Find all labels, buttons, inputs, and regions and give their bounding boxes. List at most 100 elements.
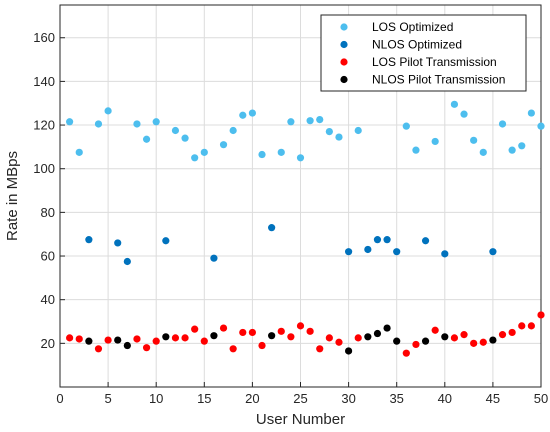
data-point <box>345 347 353 355</box>
x-tick-label: 10 <box>149 391 163 406</box>
series-3 <box>66 311 545 357</box>
data-point <box>489 336 497 344</box>
data-point <box>402 349 410 357</box>
data-point <box>383 236 391 244</box>
data-point <box>142 135 151 143</box>
legend-label: NLOS Pilot Transmission <box>372 73 505 87</box>
data-point <box>527 109 535 117</box>
data-point <box>94 345 103 353</box>
data-point <box>75 335 83 343</box>
y-tick-label: 20 <box>41 336 55 351</box>
data-point <box>335 338 343 346</box>
data-point <box>239 328 247 337</box>
data-point <box>498 120 507 128</box>
data-point <box>508 146 516 154</box>
data-point <box>364 333 372 341</box>
data-point <box>498 331 507 339</box>
y-tick-label: 160 <box>33 30 55 45</box>
data-point <box>412 340 420 349</box>
y-tick-label: 80 <box>41 205 55 220</box>
data-point <box>421 337 430 345</box>
data-point <box>460 110 468 118</box>
data-point <box>508 328 516 337</box>
data-point <box>239 111 247 119</box>
data-point <box>229 345 237 353</box>
x-tick-label: 50 <box>534 391 548 406</box>
data-point <box>114 336 122 344</box>
data-point <box>210 332 218 340</box>
legend-marker <box>340 40 348 49</box>
data-point <box>441 250 449 258</box>
data-point <box>181 134 189 142</box>
legend-marker <box>340 58 348 66</box>
data-point <box>219 324 228 332</box>
data-point <box>345 248 353 256</box>
data-point <box>316 345 324 353</box>
data-point <box>171 334 180 342</box>
data-point <box>354 334 362 342</box>
data-point <box>200 337 208 345</box>
y-tick-label: 120 <box>33 118 55 133</box>
axis-ticks: 0 5 10 15 20 25 30 35 40 45 50 20 40 60 80 100 120 140 160 <box>33 30 548 406</box>
data-point <box>104 107 112 115</box>
data-point <box>277 148 285 156</box>
data-point <box>537 122 545 130</box>
x-tick-label: 30 <box>341 391 355 406</box>
legend-marker <box>340 23 348 31</box>
data-point <box>268 224 276 232</box>
data-point <box>152 118 160 126</box>
data-point <box>287 118 295 126</box>
series-2 <box>85 224 497 266</box>
data-point <box>104 336 112 344</box>
legend-label: NLOS Optimized <box>372 38 462 52</box>
data-point <box>133 120 141 128</box>
data-point <box>200 148 208 156</box>
data-point <box>133 335 141 343</box>
data-point <box>364 245 372 254</box>
data-point <box>354 126 362 135</box>
data-point <box>421 237 430 245</box>
data-point <box>431 137 439 146</box>
x-tick-label: 15 <box>197 391 211 406</box>
x-tick-label: 0 <box>56 391 63 406</box>
series-1 <box>66 100 545 162</box>
data-point <box>248 328 256 337</box>
data-point <box>66 334 74 342</box>
data-point <box>527 322 535 330</box>
data-point <box>316 116 324 124</box>
data-point <box>268 332 276 340</box>
data-point <box>85 236 93 244</box>
data-point <box>296 154 305 162</box>
data-point <box>306 117 314 125</box>
data-point <box>325 128 333 136</box>
legend-marker <box>340 75 348 84</box>
series-4 <box>85 324 497 355</box>
data-point <box>431 326 439 334</box>
x-axis-label: User Number <box>256 411 345 428</box>
data-point <box>210 254 218 262</box>
data-point <box>85 337 93 345</box>
x-tick-label: 20 <box>245 391 259 406</box>
data-point <box>518 322 526 330</box>
data-point <box>373 329 382 338</box>
x-tick-label: 45 <box>486 391 500 406</box>
data-point <box>219 141 228 149</box>
data-point <box>441 333 449 341</box>
data-point <box>537 311 545 319</box>
data-point <box>171 126 180 135</box>
data-point <box>248 109 256 117</box>
data-point <box>393 248 401 256</box>
data-point <box>142 344 151 352</box>
data-point <box>460 331 468 339</box>
data-point <box>181 334 189 342</box>
data-point <box>296 322 305 330</box>
data-point <box>258 150 266 159</box>
x-tick-label: 5 <box>104 391 111 406</box>
data-point <box>470 339 478 347</box>
x-tick-label: 25 <box>293 391 307 406</box>
data-point <box>479 148 487 156</box>
y-tick-label: 140 <box>33 74 55 89</box>
data-point <box>383 324 391 332</box>
legend-label: LOS Pilot Transmission <box>372 55 497 69</box>
